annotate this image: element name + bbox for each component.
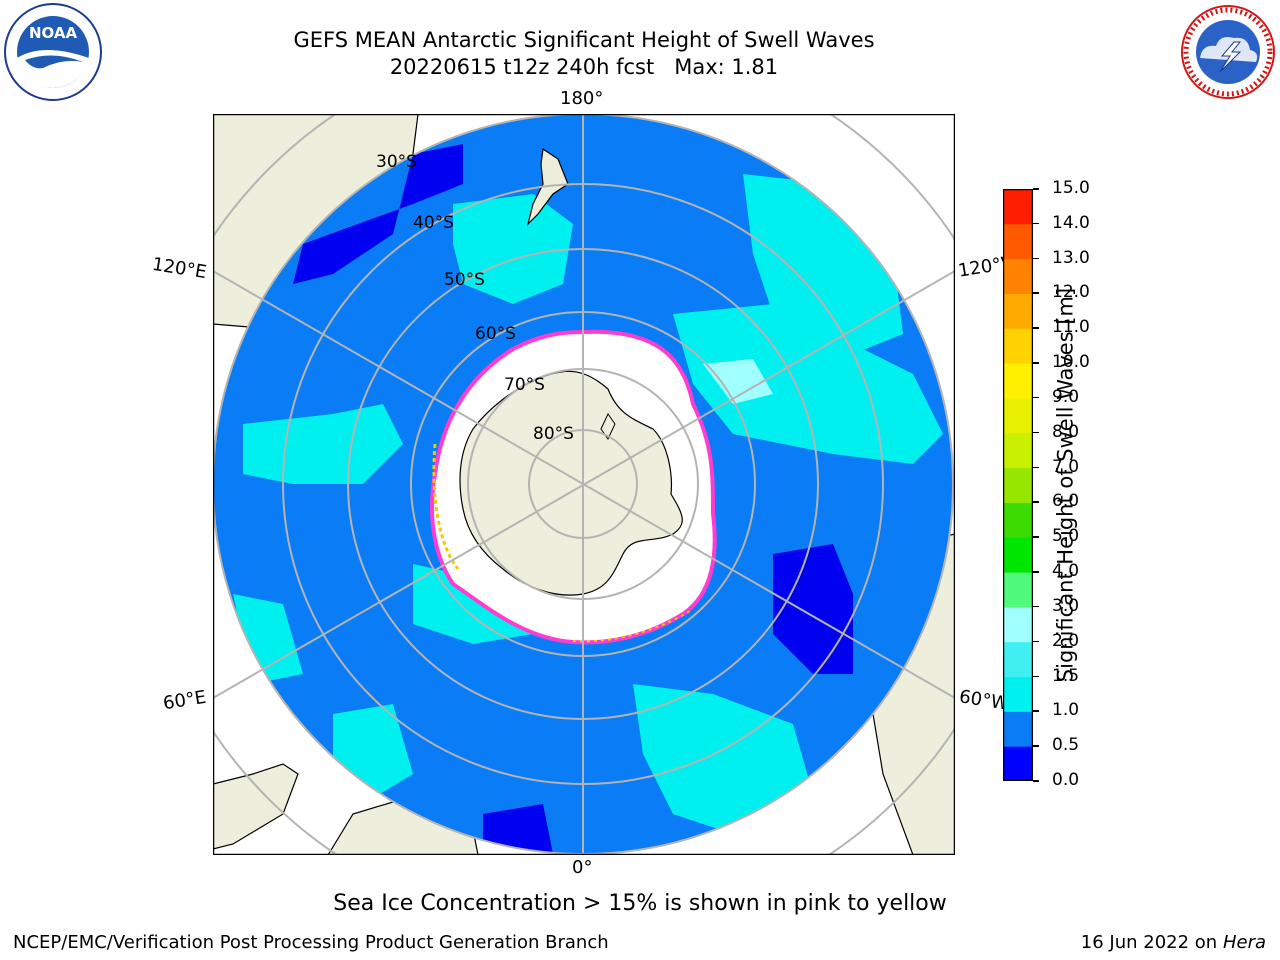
colorbar-tick-label: 12.0 (1052, 282, 1090, 303)
colorbar-tick-mark (1033, 605, 1039, 608)
moderate-swell-region (633, 684, 813, 834)
polar-map (213, 114, 955, 855)
colorbar-tick-mark (1033, 780, 1039, 782)
sea-ice-note: Sea Ice Concentration > 15% is shown in … (333, 891, 947, 916)
moderate-swell-region (673, 304, 943, 464)
colorbar-segment (1003, 189, 1033, 225)
colorbar-tick-mark (1033, 536, 1039, 538)
map-title: GEFS MEAN Antarctic Significant Height o… (293, 28, 875, 52)
colorbar-segment (1003, 363, 1033, 399)
colorbar-label: Significant Height of Swell Waves [m] (1053, 287, 1078, 683)
colorbar-tick-mark (1033, 362, 1039, 364)
colorbar-tick-label: 5.0 (1052, 526, 1080, 547)
colorbar-segment (1003, 432, 1033, 469)
colorbar-segment (1003, 746, 1033, 782)
colorbar-tick-label: 7.0 (1052, 456, 1080, 477)
latitude-label-50s: 50°S (444, 270, 485, 290)
colorbar-tick-mark (1033, 292, 1039, 294)
latitude-label-60s: 60°S (475, 324, 516, 344)
colorbar-segment (1003, 328, 1033, 364)
colorbar-tick-label: 1.0 (1052, 700, 1080, 721)
colorbar-tick-label: 0.0 (1052, 770, 1080, 790)
latitude-label-80s: 80°S (533, 424, 574, 444)
colorbar (1002, 188, 1034, 782)
colorbar-tick-mark (1033, 501, 1039, 503)
colorbar-tick-label: 3.0 (1052, 595, 1080, 616)
footer-credit: NCEP/EMC/Verification Post Processing Pr… (13, 932, 609, 953)
colorbar-segment (1003, 711, 1033, 747)
colorbar-segment (1003, 676, 1033, 712)
colorbar-segment (1003, 293, 1033, 329)
colorbar-tick-label: 9.0 (1052, 386, 1080, 407)
low-swell-region (773, 544, 853, 674)
colorbar-tick-mark (1033, 327, 1039, 329)
colorbar-tick-label: 8.0 (1052, 421, 1080, 442)
colorbar-segment (1003, 397, 1033, 434)
colorbar-tick-mark (1033, 431, 1039, 434)
colorbar-tick-label: 15.0 (1052, 178, 1090, 198)
map-subtitle: 20220615 t12z 240h fcst Max: 1.81 (389, 55, 779, 79)
colorbar-tick-mark (1033, 222, 1039, 225)
colorbar-tick-mark (1033, 188, 1039, 190)
moderate-swell-region (453, 194, 573, 304)
low-swell-region (293, 144, 463, 284)
footer-date: 16 Jun 2022 on Hera (1081, 932, 1266, 953)
colorbar-tick-mark (1033, 257, 1039, 260)
latitude-label-40s: 40°S (413, 213, 454, 233)
colorbar-tick-mark (1033, 571, 1039, 573)
latitude-label-70s: 70°S (504, 375, 545, 395)
longitude-label-60e: 60°E (161, 686, 208, 715)
colorbar-tick-mark (1033, 466, 1039, 469)
colorbar-tick-label: 10.0 (1052, 352, 1090, 373)
colorbar-tick-mark (1033, 745, 1039, 747)
latitude-label-30s: 30°S (376, 152, 417, 172)
noaa-logo-text: NOAA (29, 24, 78, 42)
colorbar-tick-label: 11.0 (1052, 317, 1090, 338)
colorbar-segment (1003, 572, 1033, 608)
colorbar-tick-mark (1033, 640, 1039, 643)
longitude-label-0: 0° (572, 857, 593, 878)
footer-date-text: 16 Jun 2022 on (1080, 932, 1218, 953)
colorbar-tick-label: 13.0 (1052, 247, 1090, 268)
longitude-label-120e: 120°E (150, 253, 209, 284)
colorbar-segment (1003, 258, 1033, 294)
colorbar-tick-label: 6.0 (1052, 491, 1080, 512)
colorbar-tick-label: 2.0 (1052, 630, 1080, 651)
colorbar-tick-mark (1033, 675, 1039, 678)
madagascar-landmass (213, 763, 299, 850)
footer-machine: Hera (1222, 932, 1266, 953)
colorbar-tick-label: 1.5 (1052, 665, 1080, 686)
colorbar-segment (1003, 467, 1033, 503)
colorbar-tick-label: 4.0 (1052, 561, 1080, 582)
colorbar-segment (1003, 223, 1033, 260)
colorbar-tick-label: 14.0 (1052, 212, 1090, 233)
colorbar-segment (1003, 502, 1033, 538)
colorbar-segment (1003, 606, 1033, 643)
noaa-logo: NOAA (3, 2, 103, 102)
colorbar-segment (1003, 641, 1033, 678)
colorbar-tick-label: 0.5 (1052, 735, 1080, 756)
colorbar-tick-mark (1033, 710, 1039, 712)
longitude-label-180: 180° (560, 88, 604, 109)
national-weather-service-logo (1178, 4, 1278, 100)
colorbar-tick-mark (1033, 396, 1039, 399)
colorbar-segment (1003, 537, 1033, 573)
